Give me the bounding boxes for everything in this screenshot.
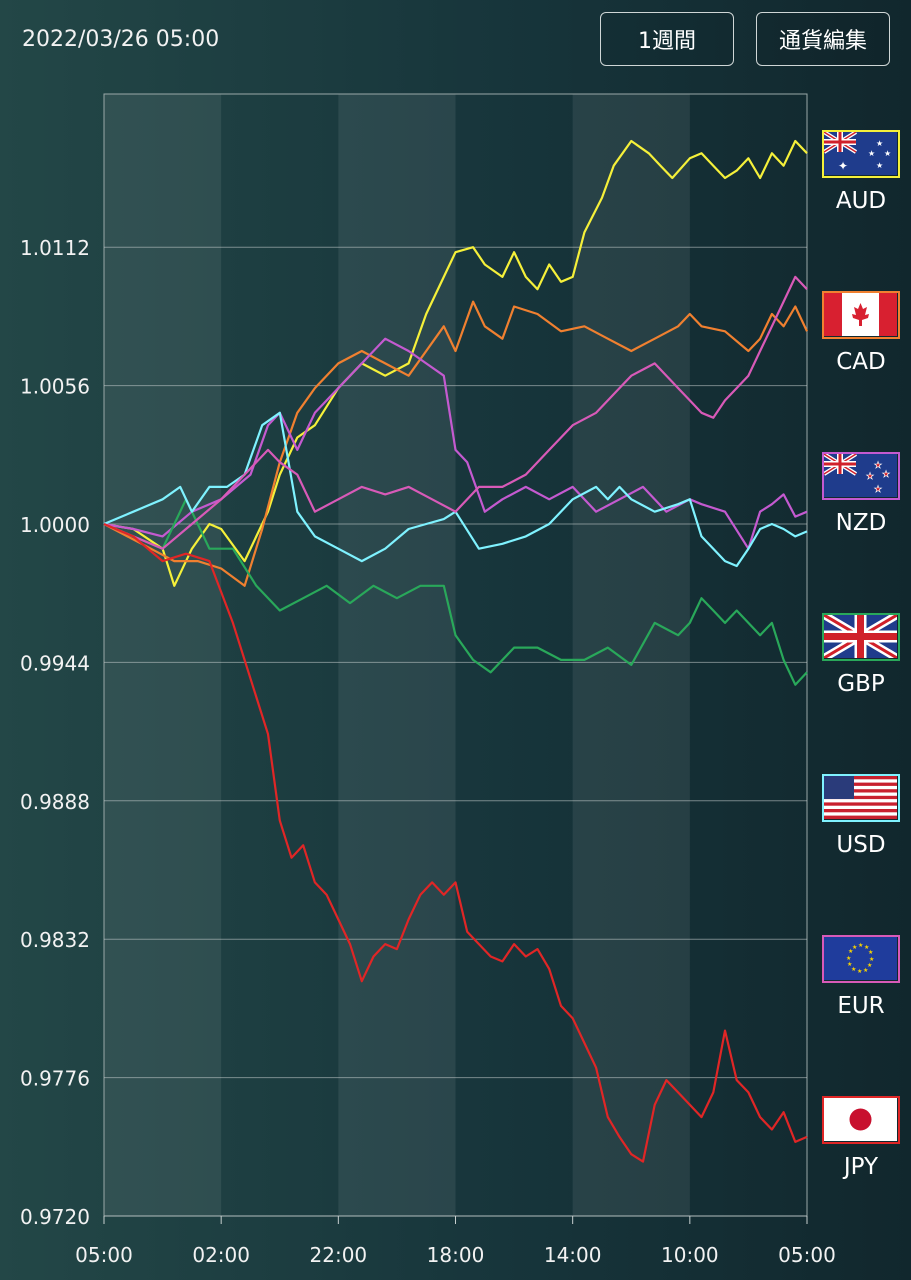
period-button[interactable]: 1週間 (600, 12, 734, 66)
svg-text:✦: ✦ (838, 159, 848, 173)
legend-label-nzd: NZD (835, 510, 887, 536)
legend-label-gbp: GBP (837, 671, 885, 697)
date-time-label: 2022/03/26 05:00 (22, 27, 220, 52)
svg-text:★: ★ (874, 485, 882, 495)
svg-text:★: ★ (868, 949, 873, 956)
y-tick-label: 1.0112 (20, 236, 90, 260)
svg-text:★: ★ (882, 470, 890, 480)
y-tick-label: 0.9720 (20, 1205, 90, 1229)
japan-flag-icon[interactable] (822, 1096, 900, 1144)
y-tick-label: 0.9832 (20, 928, 90, 952)
svg-text:★: ★ (847, 961, 852, 968)
canada-flag-icon[interactable] (822, 291, 900, 339)
svg-text:★: ★ (869, 956, 874, 963)
legend-label-usd: USD (836, 832, 886, 858)
svg-text:★: ★ (866, 472, 874, 482)
legend-label-aud: AUD (835, 188, 887, 214)
chart-band (572, 94, 690, 1216)
chart-band (338, 94, 456, 1216)
svg-text:★: ★ (874, 461, 882, 471)
series-line-gbp (103, 498, 808, 686)
us-flag-icon[interactable] (822, 774, 900, 822)
x-tick-label: 10:00 (661, 1243, 719, 1267)
uk-flag-icon[interactable] (822, 613, 900, 661)
y-tick-label: 0.9944 (20, 651, 90, 675)
y-tick-label: 1.0056 (20, 375, 90, 399)
legend-label-jpy: JPY (843, 1154, 879, 1180)
x-tick-label: 22:00 (310, 1243, 368, 1267)
x-tick-label: 18:00 (427, 1243, 485, 1267)
series-line-cad (103, 300, 808, 587)
series-line-nzd (103, 337, 808, 550)
svg-text:★: ★ (863, 967, 868, 974)
svg-text:★: ★ (864, 944, 869, 951)
new-zealand-flag-icon[interactable]: ★ ★ ★ ★ (822, 452, 900, 500)
legend-label-eur: EUR (837, 993, 885, 1019)
svg-text:★: ★ (876, 161, 883, 170)
svg-text:★: ★ (852, 944, 857, 951)
svg-text:★: ★ (868, 149, 875, 158)
svg-text:★: ★ (848, 948, 853, 955)
x-tick-label: 05:00 (75, 1243, 133, 1267)
edit-currencies-button[interactable]: 通貨編集 (756, 12, 890, 66)
series-line-jpy (103, 522, 808, 1163)
svg-text:★: ★ (858, 942, 863, 949)
series-line-eur (103, 275, 808, 550)
legend-label-cad: CAD (836, 349, 886, 375)
chart-band (104, 94, 222, 1216)
series-line-aud (103, 139, 808, 587)
y-tick-label: 0.9776 (20, 1067, 90, 1091)
svg-text:★: ★ (884, 149, 891, 158)
y-tick-label: 1.0000 (20, 513, 90, 537)
y-tick-label: 0.9888 (20, 790, 90, 814)
x-tick-label: 14:00 (544, 1243, 602, 1267)
svg-text:★: ★ (876, 139, 883, 148)
eu-flag-icon[interactable]: ★ ★ ★ ★ ★ ★ ★ ★ ★ ★ ★ ★ (822, 935, 900, 983)
australia-flag-icon[interactable]: ✦ ★ ★ ★ ★ (822, 130, 900, 178)
x-tick-label: 02:00 (192, 1243, 250, 1267)
svg-text:★: ★ (851, 966, 856, 973)
svg-text:★: ★ (857, 968, 862, 975)
svg-text:★: ★ (846, 955, 851, 962)
x-tick-label: 05:00 (778, 1243, 836, 1267)
series-line-usd (103, 411, 808, 568)
svg-text:★: ★ (867, 962, 872, 969)
